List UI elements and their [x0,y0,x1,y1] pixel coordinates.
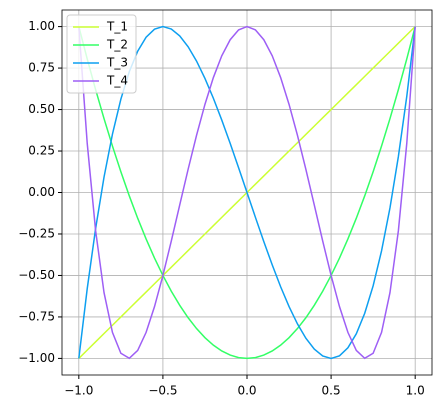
y-tick-label: −0.75 [18,309,55,323]
x-tick-label: 0.5 [322,384,341,398]
y-tick-label: −1.00 [18,351,55,365]
y-tick-label: 0.00 [28,185,55,199]
x-tick-label: −1.0 [64,384,93,398]
x-tick-label: 0.0 [237,384,256,398]
legend-label: T_4 [106,74,128,88]
y-tick-label: 0.25 [28,144,55,158]
legend-label: T_2 [106,38,128,52]
x-tick-label: 1.0 [406,384,425,398]
series-line [78,25,416,360]
y-tick-label: 1.00 [28,19,55,33]
y-tick-label: −0.50 [18,268,55,282]
legend-label: T_3 [106,56,128,70]
legend-box [66,14,137,94]
series-line [78,26,416,360]
legend-label: T_1 [106,20,128,34]
x-tick-label: −0.5 [148,384,177,398]
plot-frame [61,9,433,376]
y-tick-label: −0.25 [18,226,55,240]
y-tick-label: 0.50 [28,102,55,116]
y-tick-label: 0.75 [28,61,55,75]
